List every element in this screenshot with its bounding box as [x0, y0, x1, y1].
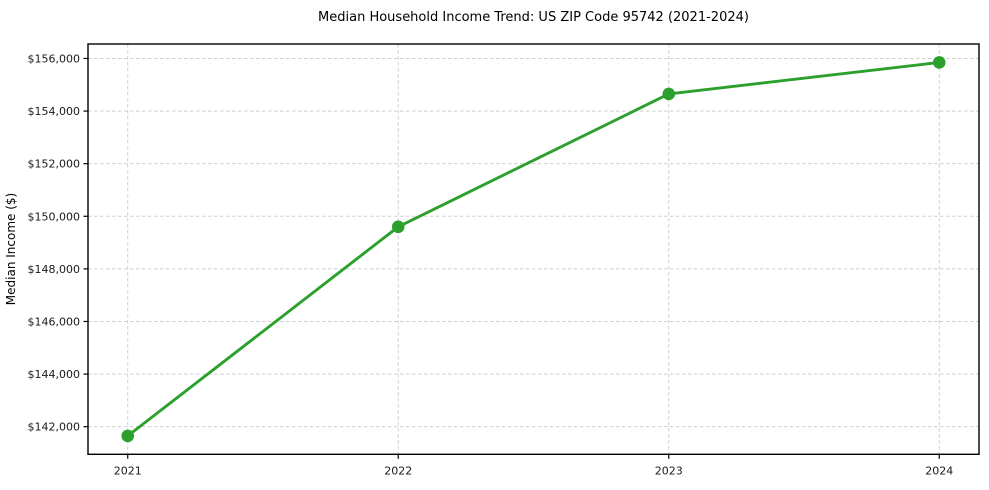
y-tick-label: $146,000: [28, 315, 81, 328]
x-tick-label: 2024: [925, 464, 953, 477]
plot-border: [87, 43, 980, 455]
y-tick-label: $142,000: [28, 421, 81, 434]
y-tick-label: $144,000: [28, 368, 81, 381]
tick-labels-layer: $142,000 $144,000 $146,000 $148,000 $150,000…: [28, 52, 954, 477]
chart-title: Median Household Income Trend: US ZIP Co…: [318, 10, 749, 25]
x-tick-label: 2021: [114, 464, 142, 477]
y-axis-label: Median Income ($): [4, 193, 18, 305]
trend-line: [126, 60, 941, 438]
data-point: [932, 56, 946, 69]
plot-border-layer: [87, 43, 980, 455]
y-tick-label: $154,000: [28, 105, 81, 118]
data-point: [121, 429, 135, 443]
gridlines-layer: [88, 44, 979, 455]
y-tick-label: $156,000: [28, 52, 81, 65]
y-tick-label: $148,000: [28, 263, 81, 276]
data-series-layer: [121, 56, 946, 443]
y-tick-label: $152,000: [28, 158, 81, 171]
data-point: [662, 87, 676, 101]
data-point: [391, 220, 405, 234]
x-tick-label: 2023: [655, 464, 683, 477]
axis-ticks-layer: [83, 57, 940, 459]
x-tick-label: 2022: [384, 464, 412, 477]
y-tick-label: $150,000: [28, 210, 81, 223]
